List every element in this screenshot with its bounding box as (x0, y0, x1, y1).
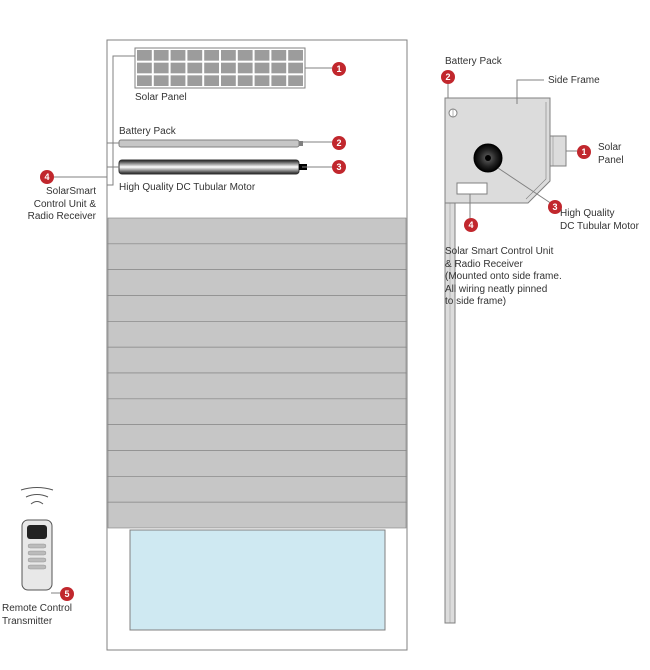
remote-label: Remote Control Transmitter (2, 603, 72, 628)
control-unit-side-label: Solar Smart Control Unit & Radio Receive… (445, 246, 562, 309)
shutter-slat (108, 270, 406, 296)
motor-side-label: High Quality DC Tubular Motor (560, 208, 639, 233)
solar-cell (221, 75, 236, 86)
solar-cell (255, 75, 270, 86)
callout-badge-4: 4 (40, 170, 54, 184)
solar-cell (288, 63, 303, 74)
shutter-slat (108, 425, 406, 451)
callout-badge-1: 1 (577, 145, 591, 159)
solar-panel-side-label: Solar Panel (598, 142, 624, 167)
solar-cell (137, 75, 152, 86)
callout-badge-3: 3 (548, 200, 562, 214)
solar-cell (271, 50, 286, 61)
solar-cell (221, 50, 236, 61)
dc-motor (119, 160, 299, 174)
battery-pack-label: Battery Pack (119, 126, 176, 139)
solar-cell (238, 50, 253, 61)
solar-cell (171, 50, 186, 61)
solar-cell (154, 63, 169, 74)
shutter-slat (108, 476, 406, 502)
solar-cell (255, 63, 270, 74)
solar-cell (255, 50, 270, 61)
solar-cell (187, 63, 202, 74)
control-unit-label: SolarSmart Control Unit & Radio Receiver (8, 186, 96, 224)
shutter-slat (108, 502, 406, 528)
window-pane (130, 530, 385, 630)
callout-badge-4: 4 (464, 218, 478, 232)
battery-pack-side-label: Battery Pack (445, 56, 502, 69)
shutter-slat (108, 244, 406, 270)
shutter-slat (108, 296, 406, 322)
remote-screen (27, 525, 47, 539)
remote-button (28, 558, 46, 562)
shutter-slat (108, 373, 406, 399)
signal-wave-icon (31, 502, 43, 505)
remote-button (28, 565, 46, 569)
solar-panel-label: Solar Panel (135, 92, 187, 105)
callout-badge-2: 2 (332, 136, 346, 150)
solar-cell (204, 75, 219, 86)
shutter-slat (108, 399, 406, 425)
shutter-slat (108, 218, 406, 244)
solar-cell (204, 63, 219, 74)
solar-panel-side (550, 136, 566, 166)
remote-button (28, 551, 46, 555)
callout-badge-2: 2 (441, 70, 455, 84)
side-frame-label: Side Frame (548, 75, 600, 88)
battery-pack (119, 140, 299, 147)
solar-cell (271, 75, 286, 86)
shutter-slat (108, 347, 406, 373)
solar-cell (137, 63, 152, 74)
solar-cell (187, 75, 202, 86)
callout-badge-1: 1 (332, 62, 346, 76)
solar-cell (171, 63, 186, 74)
solar-cell (171, 75, 186, 86)
callout-badge-5: 5 (60, 587, 74, 601)
signal-wave-icon (21, 488, 53, 491)
solar-cell (204, 50, 219, 61)
callout-badge-3: 3 (332, 160, 346, 174)
solar-cell (187, 50, 202, 61)
control-unit-side (457, 183, 487, 194)
solar-cell (154, 50, 169, 61)
solar-cell (154, 75, 169, 86)
solar-cell (137, 50, 152, 61)
solar-cell (271, 63, 286, 74)
motor-label: High Quality DC Tubular Motor (119, 182, 255, 195)
signal-wave-icon (26, 495, 48, 498)
remote-button (28, 544, 46, 548)
solar-cell (288, 50, 303, 61)
solar-cell (288, 75, 303, 86)
solar-cell (238, 63, 253, 74)
solar-cell (238, 75, 253, 86)
solar-cell (221, 63, 236, 74)
shutter-slat (108, 321, 406, 347)
shutter-slat (108, 451, 406, 477)
